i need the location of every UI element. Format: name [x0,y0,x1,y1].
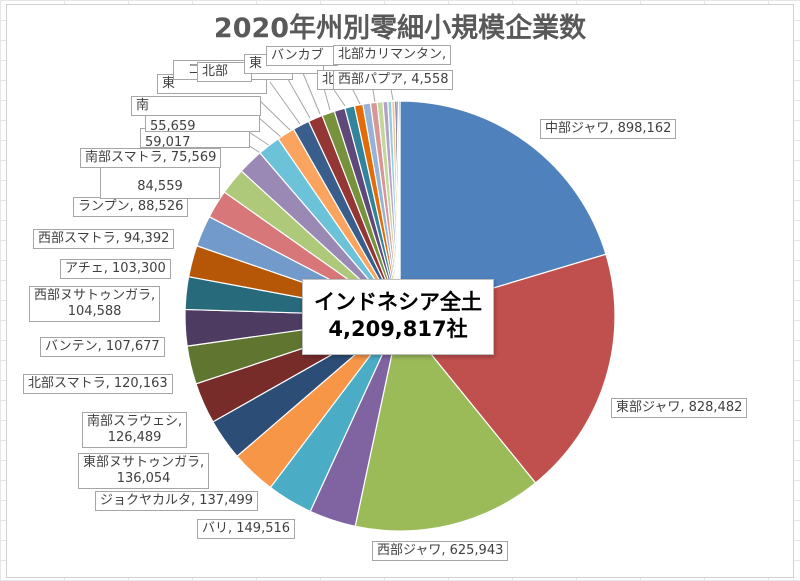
label-east-nusa-tenggara-value: 136,054 [116,471,171,486]
chart-title: 2020年州別零細小規模企業数 [213,13,587,44]
label-south-sulawesi: 南部スラウェシ, 126,489 [82,412,188,448]
label-east-nusa-tenggara-name: 東部ヌサトゥンガラ, [83,455,205,470]
label-lampung: ランプン, 88,526 [73,197,189,217]
label-west-nusa-tenggara-name: 西部ヌサトゥンガラ, [34,288,156,303]
label-south-sumatra: 南部スマトラ, 75,569 [80,148,222,168]
pie-slices [184,100,616,532]
pie-slice-2 [354,314,537,532]
label-east-java: 東部ジャワ, 828,482 [611,398,748,418]
label-east-nusa-tenggara: 東部ヌサトゥンガラ, 136,054 [78,453,210,489]
center-total-value: 4,209,817社 [328,317,468,341]
label-west-papua: 西部パプア, 4,558 [333,70,454,90]
label-partial-hokubu: 北部 [197,62,252,82]
label-west-sumatra: 西部スマトラ, 94,392 [33,229,175,249]
label-partial-55659-value: 55,659 [150,119,196,132]
label-yogyakarta: ジョクヤカルタ, 137,499 [95,491,259,511]
label-partial-59017-value: 59,017 [145,135,191,148]
leader-line-5 [284,73,311,119]
label-west-nusa-tenggara-value: 104,588 [67,304,122,319]
pie-slice-0 [399,100,607,317]
leader-line-6 [299,65,321,115]
label-partial-minami: 南 [131,96,261,116]
label-banten: バンテン, 107,677 [40,337,165,357]
label-north-sumatra: 北部スマトラ, 120,163 [23,374,173,394]
pie-slice-32 [397,100,401,317]
label-south-sulawesi-value: 126,489 [107,430,162,445]
label-west-java: 西部ジャワ, 625,943 [372,541,509,561]
label-north-kalimantan: 北部カリマンタン, [333,45,452,65]
label-aceh: アチェ, 103,300 [60,259,171,279]
label-central-java: 中部ジャワ, 898,162 [540,119,677,139]
label-partial-bankab: バンカブ [266,46,338,66]
leader-line-4 [269,81,301,125]
center-label: インドネシア全土 [314,290,482,314]
label-partial-higashi-2-text: 東 [249,56,263,71]
label-south-sulawesi-name: 南部スラウェシ, [87,414,183,429]
label-bali: バリ, 149,516 [197,519,296,539]
center-total-box: インドネシア全土 4,209,817社 [302,279,494,355]
label-partial-84559-value: 84,559 [137,179,183,194]
label-west-nusa-tenggara: 西部ヌサトゥンガラ, 104,588 [29,286,161,322]
